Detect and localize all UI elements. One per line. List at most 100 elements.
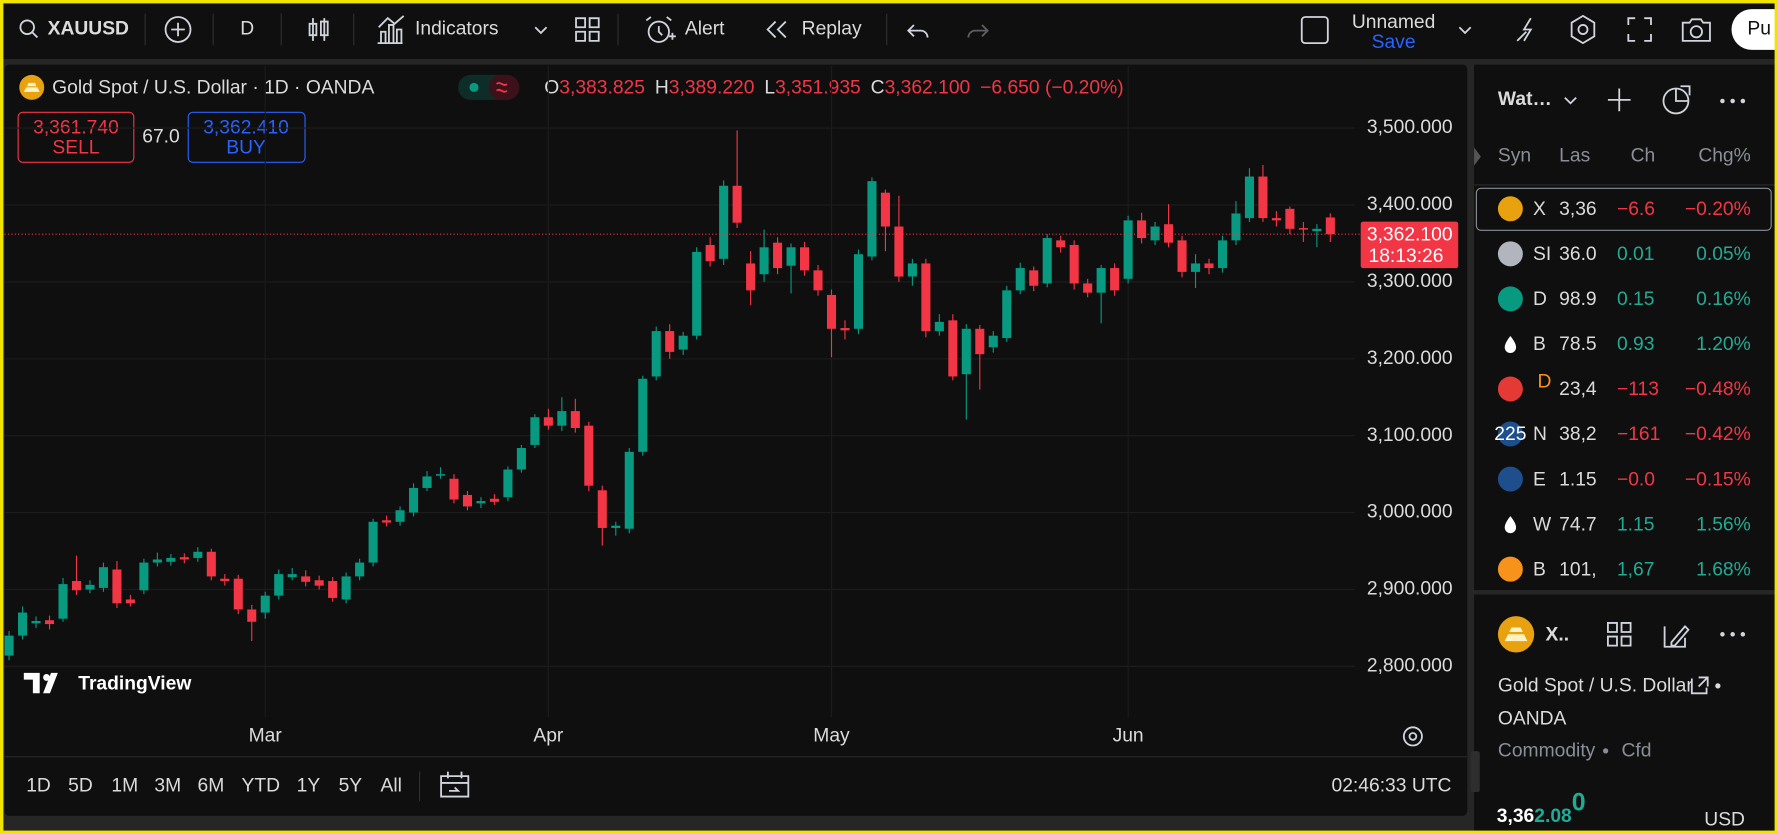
candle-body (1285, 208, 1295, 229)
timeframe-button[interactable]: 5Y (339, 775, 363, 796)
details-edit[interactable] (1663, 625, 1690, 648)
symbol: XAUUSD (48, 19, 129, 40)
candle-body (638, 378, 648, 452)
axis-settings-icon (1408, 732, 1418, 741)
snapshot-button[interactable] (1681, 18, 1711, 42)
candle-body (1137, 220, 1147, 239)
separator: • (1602, 741, 1609, 762)
indicators-button[interactable]: Indicators (415, 19, 499, 40)
timeframe-button[interactable]: 5D (68, 775, 93, 796)
row-change-pct: 0.16% (1696, 289, 1751, 310)
details-layout[interactable] (1607, 622, 1632, 647)
publish-button[interactable] (1731, 9, 1778, 50)
y-tick-label: 3,000.000 (1367, 502, 1453, 523)
timeframe-button[interactable]: 1D (26, 775, 51, 796)
candle-body (1002, 290, 1012, 339)
candle-body (18, 612, 28, 636)
redo-button[interactable] (967, 24, 989, 38)
layout-name[interactable]: Unnamed (1352, 12, 1436, 33)
buy-button[interactable] (187, 111, 306, 163)
watermark-logo (43, 674, 50, 681)
candle-body (894, 226, 904, 277)
candle-body (773, 242, 783, 269)
candle-body (1042, 238, 1052, 284)
symbol-icon (1497, 466, 1523, 492)
candle-body (611, 525, 621, 528)
timeframe-button[interactable]: YTD (242, 775, 281, 796)
y-tick-label: 3,300.000 (1367, 271, 1453, 292)
fullscreen-button[interactable] (1627, 17, 1652, 42)
label: L (764, 78, 775, 99)
candle-body (247, 609, 257, 622)
details-more[interactable] (1720, 632, 1746, 637)
chevron[interactable] (1564, 96, 1577, 105)
watchlist-title[interactable]: Wat… (1498, 89, 1552, 110)
candle-body (1015, 268, 1025, 291)
candle-body (1069, 244, 1079, 284)
symbol-search[interactable]: XAUUSD (19, 19, 129, 40)
chart-type-button[interactable] (308, 18, 329, 41)
sell-label: SELL (52, 138, 99, 159)
layout-select[interactable] (1300, 16, 1329, 45)
replay-button[interactable]: Replay (802, 19, 862, 40)
column-header[interactable]: Chg% (1698, 146, 1750, 167)
undo-button[interactable] (906, 24, 929, 38)
timeframe-button[interactable]: 1M (111, 775, 138, 796)
timeframe-button[interactable]: 1Y (297, 775, 321, 796)
quick-search[interactable] (1516, 17, 1533, 42)
candle-body (4, 635, 14, 656)
more-button[interactable] (1720, 98, 1746, 104)
row-symbol[interactable]: X (1533, 199, 1546, 220)
row-symbol[interactable]: N (1533, 424, 1547, 445)
add-symbol[interactable] (1607, 88, 1631, 112)
layout-button[interactable] (575, 17, 600, 42)
collapse-handle[interactable] (1470, 751, 1480, 793)
row-symbol[interactable]: W (1533, 514, 1552, 535)
details-symbol: X.. (1546, 625, 1570, 646)
row-symbol[interactable]: B (1533, 559, 1546, 580)
timeframe-button[interactable]: All (380, 775, 401, 796)
publish-label: Pu (1747, 19, 1771, 40)
timeframe-button[interactable]: 3M (154, 775, 181, 796)
row-symbol[interactable]: SI (1533, 244, 1551, 265)
timeframe-button[interactable]: 6M (198, 775, 225, 796)
column-header[interactable]: Syn (1498, 146, 1531, 167)
axis-settings[interactable] (1402, 726, 1423, 747)
candle-body (382, 520, 392, 523)
candle-body (395, 510, 405, 522)
interval[interactable]: D (240, 19, 254, 40)
compare-button[interactable] (164, 16, 192, 43)
save-link[interactable]: Save (1372, 32, 1416, 53)
external-link[interactable] (1690, 676, 1709, 695)
advanced-view-icon (1675, 85, 1691, 102)
settings-button[interactable] (1570, 14, 1596, 45)
last-price-label: 3,362.100 (1367, 224, 1453, 245)
row-last: 78.5 (1559, 334, 1596, 355)
x-tick-label: Mar (249, 726, 283, 747)
alert-button[interactable]: Alert (685, 19, 725, 40)
row-symbol[interactable]: D (1533, 289, 1547, 310)
candle-body (328, 581, 338, 598)
sell-button[interactable] (17, 111, 135, 163)
candle-body (597, 490, 607, 528)
chevron[interactable] (534, 26, 548, 35)
row-symbol[interactable]: E (1533, 469, 1546, 490)
column-header[interactable]: Ch (1631, 146, 1656, 167)
chevron[interactable] (1458, 26, 1472, 35)
candle-body (206, 551, 216, 577)
candle-body (799, 247, 810, 271)
details-category: Commodity (1498, 740, 1596, 761)
row-symbol[interactable]: B (1533, 334, 1546, 355)
candle-body (1271, 218, 1281, 221)
candle-body (355, 562, 365, 577)
change: −6.650 (−0.20%) (980, 78, 1123, 99)
column-marker (1474, 147, 1481, 166)
column-header[interactable]: Las (1559, 146, 1590, 167)
watchlist-panel (1474, 64, 1778, 591)
candle-body (988, 335, 998, 348)
candle-body (233, 578, 243, 610)
spread: 67.0 (142, 126, 179, 147)
symbol-icon (23, 82, 40, 92)
date-range-button[interactable] (440, 771, 470, 798)
candle-body (125, 599, 135, 604)
